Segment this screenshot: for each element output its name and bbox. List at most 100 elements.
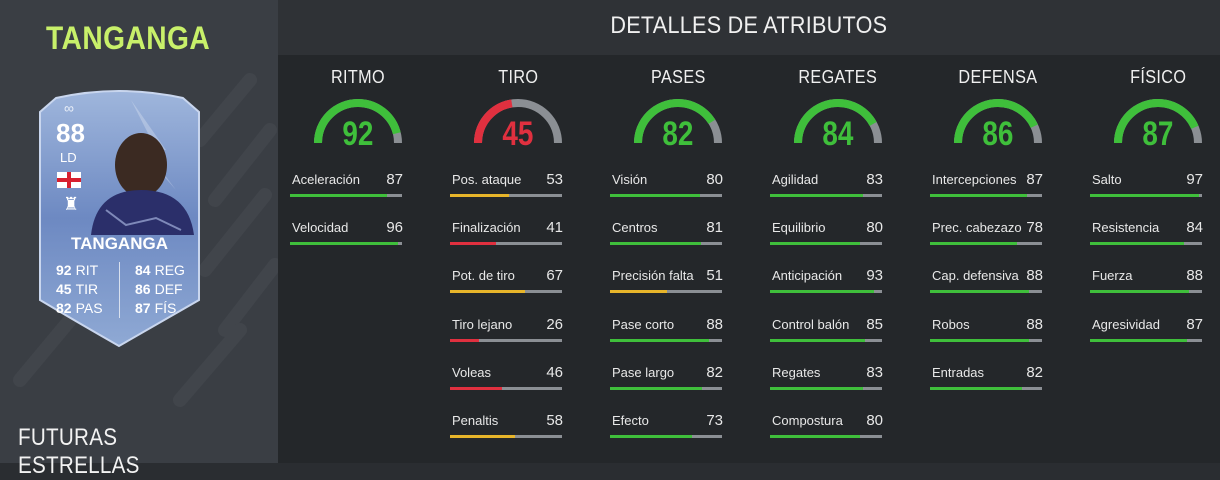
stat-bar	[770, 290, 882, 293]
stat-value: 93	[866, 267, 883, 284]
stat-bar-fill	[770, 435, 860, 438]
category-title: PASES	[650, 67, 706, 87]
stat-value: 87	[1026, 171, 1043, 188]
stat-name: Salto	[1092, 172, 1122, 187]
stat-name: Entradas	[932, 365, 985, 380]
stat-bar-fill	[930, 290, 1029, 293]
infinity-icon: ∞	[64, 100, 74, 116]
stat-name: Resistencia	[1092, 220, 1160, 235]
stat-row: Salto 97	[1090, 171, 1203, 202]
rating-gauge	[474, 99, 562, 144]
stat-name: Cap. defensiva	[932, 268, 1019, 283]
stat-value: 88	[1186, 267, 1203, 284]
stat-name: Pase corto	[612, 317, 675, 332]
stat-name: Intercepciones	[932, 172, 1017, 187]
stat-value: 88	[1026, 267, 1043, 284]
stat-row: Finalización 41	[450, 219, 563, 250]
stat-value: 85	[866, 316, 883, 333]
stat-row: Penaltis 58	[450, 412, 563, 443]
card-stat: 84 REG	[135, 262, 185, 278]
stat-row: Agilidad 83	[770, 171, 883, 202]
stat-bar-fill	[1090, 242, 1185, 245]
stat-row: Cap. defensiva 88	[930, 267, 1043, 298]
stat-value: 88	[706, 316, 723, 333]
stat-bar-fill	[1090, 339, 1188, 342]
stat-bar	[930, 387, 1042, 390]
stat-value: 82	[1026, 364, 1043, 381]
stat-row: Compostura 80	[770, 412, 883, 443]
stat-bar	[610, 339, 722, 342]
stat-bar	[290, 242, 402, 245]
stat-bar	[770, 435, 882, 438]
stat-bar-fill	[610, 290, 668, 293]
stat-row: Tiro lejano 26	[450, 316, 563, 347]
stat-value: 73	[706, 412, 723, 429]
england-flag-icon	[57, 172, 81, 188]
attribute-column-físico: FÍSICO 87 Salto 97 Resistencia 84 Fuerza 88 Agre…	[1078, 55, 1220, 463]
stat-value: 96	[386, 219, 403, 236]
stat-bar	[450, 242, 562, 245]
attribute-column-defensa: DEFENSA 86 Intercepciones 87 Prec. cabezazo 7…	[918, 55, 1078, 463]
stat-row: Regates 83	[770, 364, 883, 395]
stat-bar-fill	[610, 435, 692, 438]
stat-value: 58	[546, 412, 563, 429]
stat-bar-fill	[770, 194, 863, 197]
attribute-column-tiro: TIRO 45 Pos. ataque 53 Finalización 41 Pot. de…	[438, 55, 598, 463]
attribute-column-regates: REGATES 84 Agilidad 83 Equilibrio 80 Anticipac…	[758, 55, 918, 463]
stat-bar-fill	[770, 290, 875, 293]
stat-value: 82	[706, 364, 723, 381]
stat-row: Resistencia 84	[1090, 219, 1203, 250]
stat-row: Pos. ataque 53	[450, 171, 563, 202]
card-rating: 88	[56, 118, 85, 148]
stat-bar-fill	[450, 435, 515, 438]
card-stat: 86 DEF	[135, 281, 183, 297]
stat-bar	[770, 387, 882, 390]
stat-bar	[450, 435, 562, 438]
stat-row: Voleas 46	[450, 364, 563, 395]
stat-name: Centros	[612, 220, 658, 235]
stat-bar	[450, 290, 562, 293]
stat-value: 67	[546, 267, 563, 284]
stat-value: 41	[546, 219, 563, 236]
card-type-label: FUTURAS ESTRELLAS	[18, 424, 140, 479]
stat-bar	[610, 194, 722, 197]
stat-bar-fill	[610, 387, 702, 390]
stat-bar-fill	[290, 194, 388, 197]
stat-bar-fill	[450, 387, 502, 390]
stat-bar-fill	[1090, 290, 1189, 293]
stat-row: Efecto 73	[610, 412, 723, 443]
stat-row: Pase largo 82	[610, 364, 723, 395]
attributes-area	[278, 55, 1220, 463]
stat-name: Penaltis	[452, 413, 499, 428]
stat-bar-fill	[930, 242, 1018, 245]
player-card[interactable]: ∞ 88 LD ♜ TANGANGA 92 RIT 45 TIR 82 PAS 84 R…	[36, 90, 203, 348]
stat-bar	[1090, 290, 1202, 293]
stat-value: 80	[866, 412, 883, 429]
stat-bar	[770, 242, 882, 245]
attribute-column-pases: PASES 82 Visión 80 Centros 81 Precisión falta 5…	[598, 55, 758, 463]
stat-row: Fuerza 88	[1090, 267, 1203, 298]
stat-value: 53	[546, 171, 563, 188]
player-panel: TANGANGA ∞ 88 LD ♜ TANGANGA 92 RIT 45 TIR …	[0, 0, 278, 479]
rating-gauge	[634, 99, 722, 144]
attributes-header	[278, 0, 1220, 55]
card-shape	[39, 90, 200, 348]
stat-bar	[930, 242, 1042, 245]
stat-value: 46	[546, 364, 563, 381]
category-title: FÍSICO	[1129, 67, 1187, 87]
stat-name: Regates	[772, 365, 821, 380]
stat-bar-fill	[930, 194, 1028, 197]
stat-row: Agresividad 87	[1090, 316, 1203, 347]
stat-bar	[770, 339, 882, 342]
stat-name: Anticipación	[772, 268, 843, 283]
stat-bar	[1090, 194, 1202, 197]
player-name-title: TANGANGA	[46, 20, 211, 56]
stat-row: Velocidad 96	[290, 219, 403, 250]
stat-name: Control balón	[772, 317, 850, 332]
stat-name: Prec. cabezazo	[932, 220, 1022, 235]
category-rating: 86	[982, 115, 1014, 153]
stat-bar	[450, 339, 562, 342]
stat-bar-fill	[930, 339, 1029, 342]
stat-bar	[1090, 242, 1202, 245]
rating-gauge	[314, 99, 402, 144]
